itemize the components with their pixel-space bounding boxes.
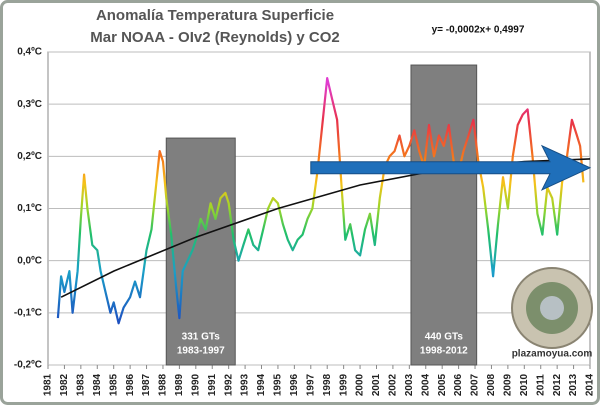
trend-equation: y= -0,0002x+ 0,4997 (432, 25, 525, 36)
x-tick-label: 1996 (289, 373, 300, 396)
y-tick-label: 0,1ºC (17, 203, 42, 214)
x-tick-label: 2000 (355, 373, 366, 396)
x-tick-label: 1987 (141, 373, 152, 396)
x-tick-label: 2009 (503, 373, 514, 396)
y-tick-label: 0,3ºC (17, 99, 42, 110)
x-tick-label: 1984 (92, 373, 103, 396)
x-tick-label: 2013 (568, 373, 579, 396)
chart-title: Anomalía Temperatura Superficie (96, 7, 334, 24)
x-tick-label: 1982 (59, 373, 70, 396)
x-tick-label: 2006 (453, 373, 464, 396)
x-tick-label: 2008 (486, 373, 497, 396)
x-tick-label: 1999 (338, 373, 349, 396)
region (165, 137, 236, 366)
region-label: 1998-2012 (420, 346, 468, 357)
y-tick-label: 0,0ºC (17, 255, 42, 266)
arrow (310, 144, 592, 191)
watermark-logo (511, 267, 593, 349)
x-tick-label: 2014 (585, 373, 596, 396)
plot-area: -0,2ºC -0,1ºC 0,0ºC 0,1ºC 0,2ºC 0,3ºC 0,4ºC 198… (14, 47, 596, 396)
x-tick-label: 1993 (240, 373, 251, 396)
x-tick-label: 2003 (404, 373, 415, 396)
x-tick-label: 1995 (273, 373, 284, 396)
x-tick-label: 1994 (256, 373, 267, 396)
region-label: 331 GTs (182, 332, 221, 343)
x-tick-label: 1985 (108, 373, 119, 396)
y-tick-label: -0,2ºC (14, 360, 42, 371)
region-label: 1983-1997 (177, 346, 225, 357)
x-tick-label: 1991 (207, 373, 218, 396)
y-tick-label: 0,4ºC (17, 47, 42, 58)
data-line (56, 77, 585, 325)
x-tick-label: 2001 (371, 373, 382, 396)
x-tick-label: 2002 (388, 373, 399, 396)
x-tick-label: 1992 (223, 373, 234, 396)
x-tick-label: 1986 (125, 373, 136, 396)
watermark: plazamoyua.com (512, 349, 593, 360)
chart-title: Mar NOAA - OIv2 (Reynolds) y CO2 (90, 29, 340, 46)
x-tick-label: 1989 (174, 373, 185, 396)
x-tick-label: 2011 (535, 374, 546, 396)
y-tick-label: -0,1ºC (14, 307, 42, 318)
region (410, 64, 478, 366)
x-tick-label: 1997 (305, 373, 316, 396)
x-tick-label: 1988 (158, 373, 169, 396)
x-tick-label: 2012 (552, 373, 563, 396)
x-tick-label: 2007 (470, 373, 481, 396)
x-tick-label: 1981 (43, 373, 54, 396)
y-tick-label: 0,2ºC (17, 151, 42, 162)
region-label: 440 GTs (425, 332, 464, 343)
x-tick-label: 1990 (190, 373, 201, 396)
x-tick-label: 1998 (322, 373, 333, 396)
x-tick-label: 1983 (75, 373, 86, 396)
x-tick-label: 2004 (420, 373, 431, 396)
x-tick-label: 2005 (437, 373, 448, 396)
x-tick-label: 2010 (519, 373, 530, 396)
